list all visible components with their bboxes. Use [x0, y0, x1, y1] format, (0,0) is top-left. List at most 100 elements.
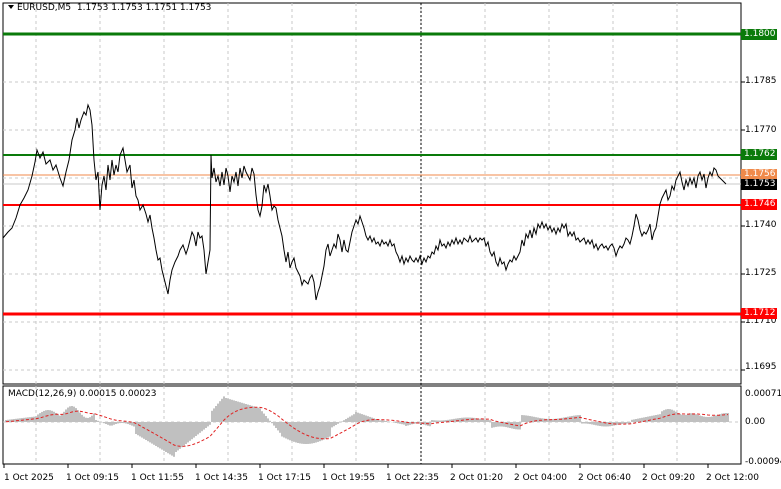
time-axis-label: 2 Oct 04:00	[514, 473, 567, 483]
level-tag-1756[interactable]: 1.1756	[741, 169, 777, 180]
level-lines[interactable]	[3, 32, 741, 316]
macd-histogram-bar	[663, 410, 665, 422]
macd-histogram-bar	[271, 422, 273, 424]
macd-histogram-bar	[93, 413, 95, 422]
macd-histogram-bar	[723, 413, 725, 422]
macd-histogram-bar	[463, 417, 465, 422]
macd-histogram-bar	[665, 409, 667, 422]
macd-histogram-bar	[81, 414, 83, 422]
macd-histogram-bar	[77, 410, 79, 422]
macd-histogram-bar	[711, 416, 713, 422]
macd-histogram-bar	[69, 406, 71, 422]
macd-histogram-bar	[325, 422, 327, 439]
price-axis-label: 1.1785	[745, 76, 777, 86]
level-tag-1800[interactable]: 1.1800	[741, 29, 777, 40]
macd-histogram-bar	[7, 419, 9, 422]
macd-histogram-bar	[639, 418, 641, 422]
level-tag-1746[interactable]: 1.1746	[741, 199, 777, 210]
macd-histogram-bar	[393, 422, 395, 423]
macd-histogram-bar	[55, 412, 57, 422]
time-axis-label: 1 Oct 2025	[4, 473, 54, 483]
dropdown-icon[interactable]	[8, 5, 14, 9]
macd-histogram-bar	[261, 411, 263, 422]
macd-histogram-bar	[549, 418, 551, 422]
macd-histogram-bar	[319, 422, 321, 442]
macd-histogram-bar	[343, 420, 345, 422]
macd-histogram-bar	[583, 422, 585, 424]
macd-histogram-bar	[495, 422, 497, 427]
macd-histogram-bar	[569, 416, 571, 422]
macd-histogram-bar	[617, 422, 619, 425]
macd-histogram-bar	[369, 416, 371, 422]
macd-histogram-bar	[367, 416, 369, 422]
macd-histogram-bar	[351, 415, 353, 422]
macd-panel[interactable]	[2, 385, 742, 465]
macd-histogram-bar	[145, 422, 147, 440]
macd-histogram-bar	[565, 417, 567, 422]
macd-histogram-bar	[523, 415, 525, 422]
ohlc-values: 1.1753 1.1753 1.1751 1.1753	[76, 3, 212, 13]
macd-histogram-bar	[255, 407, 257, 422]
macd-histogram-bar	[431, 420, 433, 422]
macd-histogram-bar	[485, 419, 487, 422]
macd-histogram-bar	[575, 415, 577, 422]
macd-histogram-bar	[425, 422, 427, 426]
macd-histogram-bar	[633, 419, 635, 422]
macd-histogram-bar	[557, 418, 559, 422]
macd-histogram-bar	[305, 422, 307, 444]
level-tag-1712[interactable]: 1.1712	[741, 308, 777, 319]
macd-histogram-bar	[645, 417, 647, 422]
macd-histogram-bar	[677, 412, 679, 422]
macd-histogram-bar	[53, 411, 55, 422]
macd-histogram-bar	[377, 419, 379, 422]
macd-histogram-bar	[409, 422, 411, 425]
macd-histogram-bar	[115, 422, 117, 425]
macd-histogram-bar	[721, 413, 723, 422]
macd-histogram-bar	[561, 417, 563, 422]
macd-histogram-bar	[117, 422, 119, 424]
time-axis-label: 2 Oct 09:20	[642, 473, 695, 483]
macd-histogram-bar	[79, 412, 81, 422]
macd-histogram-bar	[223, 396, 225, 422]
macd-histogram-bar	[397, 422, 399, 424]
macd-histogram-bar	[283, 422, 285, 438]
macd-histogram-bar	[51, 410, 53, 422]
macd-histogram-bar	[671, 409, 673, 422]
macd-histogram-bar	[483, 419, 485, 422]
macd-histogram-bar	[129, 422, 131, 425]
macd-histogram-bar	[85, 417, 87, 422]
macd-histogram-bar	[263, 413, 265, 422]
macd-histogram-bar	[469, 417, 471, 422]
macd-histogram-bar	[185, 422, 187, 444]
macd-histogram-bar	[87, 417, 89, 422]
macd-histogram-bar	[643, 417, 645, 422]
macd-histogram-bar	[175, 422, 177, 452]
macd-histogram-bar	[67, 407, 69, 422]
price-panel[interactable]	[2, 2, 742, 385]
macd-histogram-bar	[9, 419, 11, 422]
macd-histogram-bar	[341, 421, 343, 422]
macd-histogram-bar	[317, 422, 319, 442]
macd-histogram-bar	[679, 413, 681, 422]
level-tag-1762[interactable]: 1.1762	[741, 149, 777, 160]
macd-axis-label: 0.00071	[745, 389, 781, 399]
grid-lines	[3, 3, 741, 464]
macd-histogram-bar	[647, 416, 649, 422]
macd-histogram-bar	[365, 415, 367, 422]
time-axis-label: 1 Oct 19:55	[322, 473, 375, 483]
macd-histogram-bar	[685, 414, 687, 422]
macd-histogram-bar	[131, 422, 133, 426]
macd-histogram-bar	[451, 419, 453, 422]
macd-histogram-bar	[253, 406, 255, 422]
macd-histogram-bar	[699, 415, 701, 422]
macd-histogram-bar	[619, 422, 621, 425]
macd-histogram-bar	[591, 422, 593, 425]
macd-histogram-bar	[295, 422, 297, 443]
macd-histogram-bar	[625, 422, 627, 424]
macd-histogram-bar	[563, 417, 565, 422]
macd-histogram-bar	[401, 422, 403, 425]
macd-histogram-bar	[497, 422, 499, 427]
macd-histogram-bar	[187, 422, 189, 443]
price-axis-label: 1.1770	[745, 125, 777, 135]
